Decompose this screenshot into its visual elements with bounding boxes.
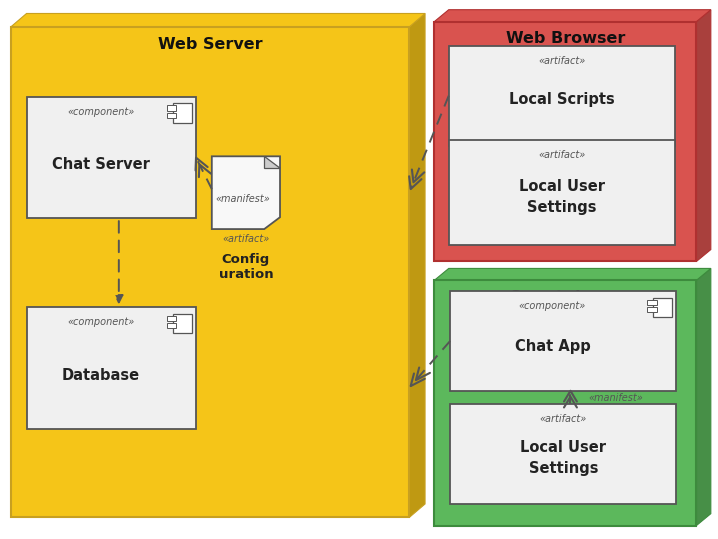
Text: Settings: Settings xyxy=(527,199,597,215)
Text: Web Server: Web Server xyxy=(158,37,262,52)
Text: Chat Server: Chat Server xyxy=(52,157,150,172)
FancyBboxPatch shape xyxy=(167,113,177,118)
Text: Settings: Settings xyxy=(528,461,598,476)
Text: «artifact»: «artifact» xyxy=(538,150,585,160)
FancyBboxPatch shape xyxy=(450,404,676,504)
Text: «artifact»: «artifact» xyxy=(223,234,269,245)
FancyArrowPatch shape xyxy=(115,221,123,302)
FancyBboxPatch shape xyxy=(449,46,675,146)
Polygon shape xyxy=(11,13,425,27)
Polygon shape xyxy=(434,268,711,280)
Text: «artifact»: «artifact» xyxy=(540,414,587,424)
FancyBboxPatch shape xyxy=(648,307,657,312)
Polygon shape xyxy=(696,268,711,526)
FancyBboxPatch shape xyxy=(11,27,409,517)
FancyBboxPatch shape xyxy=(167,323,177,328)
Text: «component»: «component» xyxy=(67,317,134,327)
Polygon shape xyxy=(696,10,711,261)
Polygon shape xyxy=(409,13,425,517)
Text: «artifact»: «artifact» xyxy=(538,56,585,66)
FancyBboxPatch shape xyxy=(449,140,675,245)
Text: Database: Database xyxy=(62,368,140,383)
FancyBboxPatch shape xyxy=(434,22,696,261)
Text: «component»: «component» xyxy=(67,107,134,117)
Text: «manifest»: «manifest» xyxy=(588,392,643,403)
Polygon shape xyxy=(264,156,280,168)
FancyBboxPatch shape xyxy=(653,298,672,317)
Polygon shape xyxy=(434,10,711,22)
Polygon shape xyxy=(212,156,280,229)
Text: Smartphone: Smartphone xyxy=(510,290,621,305)
Text: Local Scripts: Local Scripts xyxy=(509,92,615,107)
Text: «component»: «component» xyxy=(519,301,586,311)
FancyBboxPatch shape xyxy=(450,291,676,391)
Text: Local User: Local User xyxy=(521,440,606,455)
Text: «manifest»: «manifest» xyxy=(215,194,270,204)
FancyBboxPatch shape xyxy=(173,103,192,123)
FancyBboxPatch shape xyxy=(167,316,177,321)
FancyBboxPatch shape xyxy=(434,280,696,526)
FancyBboxPatch shape xyxy=(167,106,177,111)
Text: Config
uration: Config uration xyxy=(218,253,274,281)
FancyBboxPatch shape xyxy=(173,314,192,333)
FancyBboxPatch shape xyxy=(27,307,196,429)
Text: Local User: Local User xyxy=(519,179,605,194)
Text: Web Browser: Web Browser xyxy=(505,31,625,46)
FancyBboxPatch shape xyxy=(648,300,657,305)
FancyBboxPatch shape xyxy=(27,97,196,218)
Text: Chat App: Chat App xyxy=(515,340,590,355)
